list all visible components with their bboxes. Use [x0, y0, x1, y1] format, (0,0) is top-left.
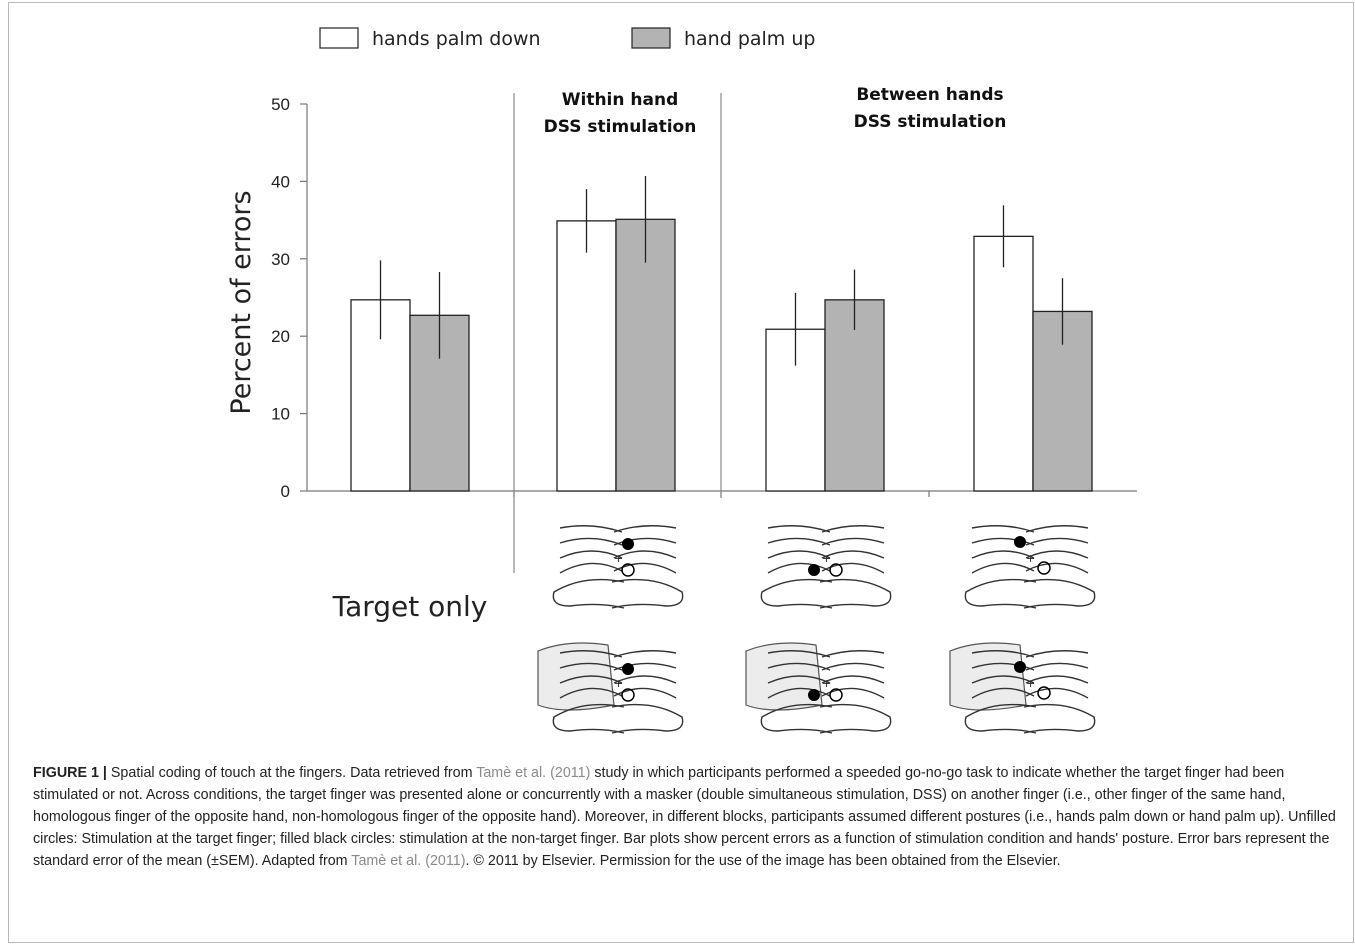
- unfilled-circle: [621, 688, 635, 702]
- filled-circle: [622, 663, 634, 675]
- caption-lead: FIGURE 1 |: [33, 765, 107, 781]
- hand-drawing: [611, 525, 684, 609]
- unfilled-circle: [1037, 686, 1051, 700]
- unfilled-circle: [621, 563, 635, 577]
- hand-drawing: [552, 525, 625, 609]
- bar: [556, 220, 617, 492]
- bar: [973, 235, 1034, 492]
- filled-circle: [622, 538, 634, 550]
- hand-pair-illustration: +: [949, 642, 1096, 734]
- caption-citation-link[interactable]: Tamè et al. (2011): [351, 853, 466, 869]
- filled-circle: [808, 689, 820, 701]
- figure-panel: FIGURE 1 | Spatial coding of touch at th…: [8, 2, 1354, 943]
- fixation-cross: +: [1026, 552, 1035, 565]
- bar: [615, 218, 676, 492]
- caption-text-3: . © 2011 by Elsevier. Permission for the…: [465, 853, 1061, 869]
- y-axis-label: Percent of errors: [226, 190, 257, 414]
- y-tick-label: 30: [271, 250, 290, 269]
- y-tick-label: 20: [271, 327, 290, 346]
- hand-drawing: [964, 650, 1037, 734]
- hand-pair-illustration: +: [964, 525, 1096, 609]
- fixation-cross: +: [614, 677, 623, 690]
- group-label: Between hands: [856, 85, 1003, 105]
- group-labels: Target only Within hand DSS stimulation Bet…: [332, 85, 1007, 623]
- hand-drawing: [819, 525, 892, 609]
- y-tick-label: 0: [281, 482, 290, 501]
- legend-label: hand palm up: [684, 28, 815, 50]
- y-tick-label: 40: [271, 172, 290, 191]
- unfilled-circle: [1037, 561, 1051, 575]
- filled-circle: [1014, 661, 1026, 673]
- unfilled-circle: [829, 688, 843, 702]
- group-label: Within hand: [562, 90, 679, 110]
- hand-pair-illustration: +: [760, 525, 892, 609]
- fixation-cross: +: [822, 677, 831, 690]
- fixation-cross: +: [614, 552, 623, 565]
- legend-label: hands palm down: [372, 28, 541, 50]
- y-tick-label: 50: [271, 95, 290, 114]
- chart-bars: [350, 175, 1093, 492]
- hand-drawing: [552, 650, 625, 734]
- fixation-cross: +: [822, 552, 831, 565]
- hand-drawing: [819, 650, 892, 734]
- group-dividers: [513, 93, 722, 573]
- y-tick-label: 10: [271, 405, 290, 424]
- hand-drawing: [611, 650, 684, 734]
- caption-citation-link[interactable]: Tamè et al. (2011): [476, 765, 591, 781]
- group-label-target-only: Target only: [332, 590, 488, 623]
- group-label: DSS stimulation: [544, 117, 697, 137]
- legend-swatch: [319, 27, 359, 49]
- hand-pair-illustration: +: [745, 642, 892, 734]
- hand-drawing: [964, 525, 1037, 609]
- legend-swatch: [631, 27, 671, 49]
- filled-circle: [808, 564, 820, 576]
- caption-text-1: Spatial coding of touch at the fingers. …: [106, 765, 477, 781]
- caption-text-2: study in which participants performed a …: [33, 765, 1336, 869]
- bar-chart: hands palm down hand palm up 0 10 20 30 40 50 P…: [226, 27, 1137, 734]
- hand-drawing: [1023, 525, 1096, 609]
- filled-circle: [1014, 536, 1026, 548]
- bar: [824, 299, 885, 492]
- hand-drawing: [760, 525, 833, 609]
- hand-pair-illustration: +: [537, 642, 684, 734]
- fixation-cross: +: [1026, 677, 1035, 690]
- hand-illustrations: + + + + + +: [537, 525, 1096, 734]
- figure-caption: FIGURE 1 | Spatial coding of touch at th…: [33, 762, 1343, 872]
- group-label: DSS stimulation: [854, 112, 1007, 132]
- hand-pair-illustration: +: [552, 525, 684, 609]
- unfilled-circle: [829, 563, 843, 577]
- chart-legend: hands palm down hand palm up: [319, 27, 815, 50]
- hand-drawing: [1023, 650, 1096, 734]
- hand-drawing: [760, 650, 833, 734]
